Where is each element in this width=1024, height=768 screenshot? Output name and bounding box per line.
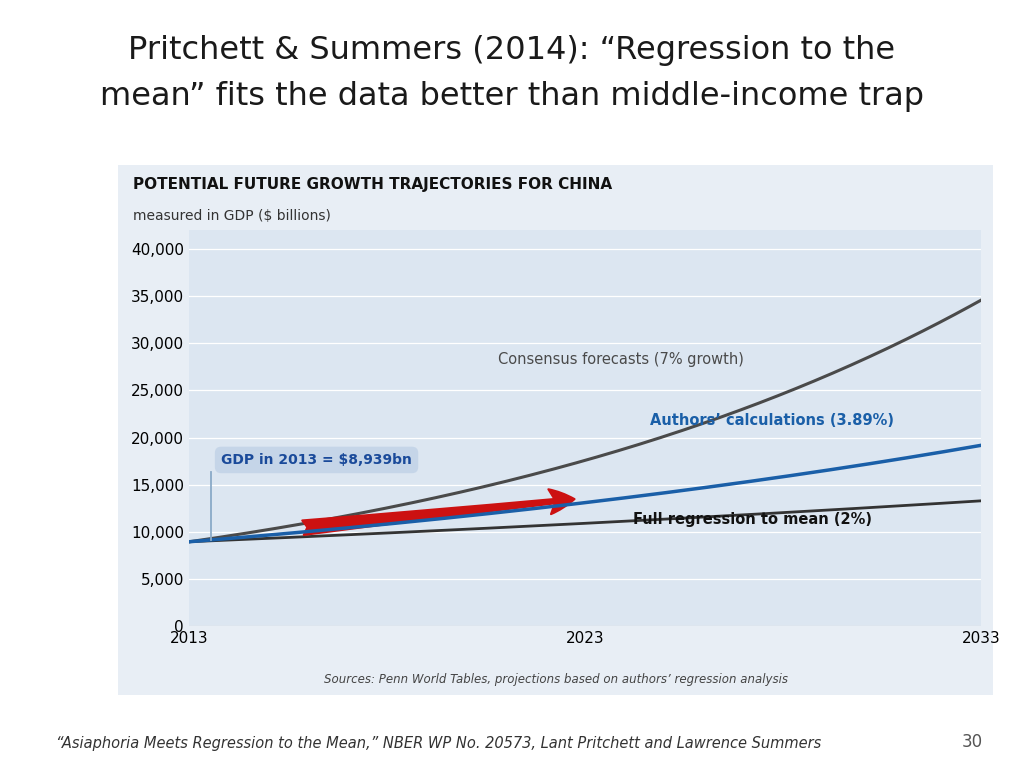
Text: Authors’ calculations (3.89%): Authors’ calculations (3.89%): [650, 413, 894, 429]
Text: GDP in 2013 = $8,939bn: GDP in 2013 = $8,939bn: [221, 453, 412, 467]
Text: Pritchett & Summers (2014): “Regression to the: Pritchett & Summers (2014): “Regression …: [128, 35, 896, 65]
Text: POTENTIAL FUTURE GROWTH TRAJECTORIES FOR CHINA: POTENTIAL FUTURE GROWTH TRAJECTORIES FOR…: [133, 177, 612, 192]
Text: Consensus forecasts (7% growth): Consensus forecasts (7% growth): [498, 352, 744, 367]
Text: Full regression to mean (2%): Full regression to mean (2%): [633, 512, 871, 527]
Text: 30: 30: [962, 733, 983, 751]
Text: measured in GDP ($ billions): measured in GDP ($ billions): [133, 209, 331, 223]
Text: Sources: Penn World Tables, projections based on authors’ regression analysis: Sources: Penn World Tables, projections …: [324, 673, 787, 686]
Text: mean” fits the data better than middle-income trap: mean” fits the data better than middle-i…: [100, 81, 924, 111]
Text: “Asiaphoria Meets Regression to the Mean,” NBER WP No. 20573, Lant Pritchett and: “Asiaphoria Meets Regression to the Mean…: [56, 736, 821, 751]
